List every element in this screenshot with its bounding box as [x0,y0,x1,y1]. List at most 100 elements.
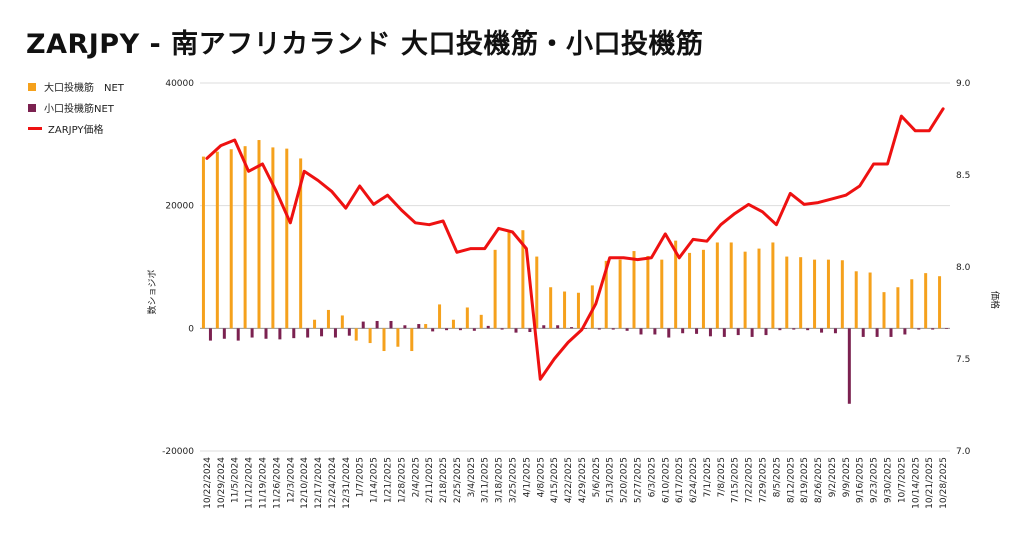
left-axis-label: 数ショジボ [146,269,158,314]
bar-small [278,328,282,340]
bar-small [264,328,268,339]
bar-small [375,320,379,329]
bar-small [736,328,740,336]
x-axis-ticks: 10/22/2024 10/29/2024 11/5/2024 11/12/2024 1… [203,457,949,509]
x-tick-label: 4/29/2025 [578,457,588,503]
legend-label-large: 大口投機筋 NET [44,83,124,94]
right-tick-label: 7.5 [956,355,970,365]
x-tick-label: 10/29/2024 [217,457,227,509]
bar-small [792,328,796,330]
bar-small [486,325,490,329]
bar-large [451,319,455,329]
left-tick-label: 0 [188,324,194,334]
x-tick-label: 8/12/2025 [786,457,796,503]
x-tick-label: 1/21/2025 [384,457,394,503]
x-tick-label: 11/26/2024 [272,457,282,509]
bar-small [764,328,768,336]
legend-swatch-large [28,82,36,91]
bar-large [521,230,525,329]
bar-large [299,158,303,329]
x-tick-label: 1/14/2025 [370,457,380,503]
x-tick-label: 4/22/2025 [564,457,574,503]
legend-item-small: 小口投機筋NET [28,97,124,118]
bar-small [431,328,435,332]
x-tick-label: 8/5/2025 [772,457,782,497]
bar-large [410,328,414,352]
bar-small [833,328,837,334]
left-axis-ticks: -20000 0 20000 40000 [162,79,194,457]
x-tick-label: 12/3/2024 [286,457,296,503]
x-tick-label: 11/5/2024 [231,457,241,503]
bar-large [826,259,830,329]
x-tick-label: 9/23/2025 [870,457,880,503]
bar-small [333,328,337,338]
bar-small [583,328,587,329]
bar-large [743,251,747,329]
x-tick-label: 5/20/2025 [620,457,630,503]
bar-small [361,321,365,329]
bar-large [701,249,705,329]
bar-large [465,307,469,329]
x-tick-label: 2/18/2025 [439,457,449,503]
bar-large [813,259,817,329]
right-tick-label: 8.5 [956,171,970,181]
x-tick-label: 10/7/2025 [897,457,907,503]
bar-large [493,249,497,329]
legend-swatch-small [28,103,36,112]
x-tick-label: 8/26/2025 [814,457,824,503]
bar-small [236,328,240,341]
x-tick-label: 2/11/2025 [425,457,435,503]
bar-large [354,328,358,341]
bar-small [806,328,810,331]
bar-large [396,328,400,347]
x-tick-label: 3/18/2025 [495,457,505,503]
bar-large [285,148,289,329]
bar-large [590,285,594,329]
bar-large [479,314,483,329]
bar-small [389,320,393,329]
bar-large [576,292,580,329]
bar-small [945,328,949,329]
bar-large [799,257,803,329]
x-tick-label: 12/17/2024 [314,457,324,509]
bar-large [771,242,775,329]
gridlines [200,82,950,452]
x-tick-label: 7/29/2025 [759,457,769,503]
x-tick-label: 4/8/2025 [536,457,546,497]
bar-large [715,242,719,329]
bar-small [847,328,851,404]
price-line [205,107,945,381]
legend-item-price: ZARJPY価格 [28,118,124,139]
bar-small [306,328,310,338]
bar-large [563,291,567,329]
right-axis-ticks: 7.0 7.5 8.0 8.5 9.0 [956,79,971,457]
x-tick-label: 4/15/2025 [550,457,560,503]
bar-small [445,328,449,331]
x-tick-label: 11/12/2024 [245,457,255,509]
legend-label-price: ZARJPY価格 [48,125,104,136]
x-tick-label: 6/10/2025 [661,457,671,503]
bar-large [688,252,692,329]
bar-small [458,328,462,331]
bar-large [674,240,678,329]
bar-large [660,259,664,329]
x-tick-label: 11/19/2024 [259,457,269,509]
bar-small [708,328,712,337]
x-tick-label: 12/24/2024 [328,457,338,509]
bar-large [604,260,608,329]
legend-label-small: 小口投機筋NET [44,104,114,115]
bar-large [507,230,511,329]
bar-large [368,328,372,344]
bar-large [438,304,442,329]
bar-large [215,151,219,329]
bar-large [271,147,275,329]
bar-small [320,328,324,337]
x-tick-label: 1/7/2025 [356,457,366,497]
bar-large [382,328,386,352]
bar-large [243,146,247,329]
bar-small [653,328,657,335]
bar-small [917,328,921,330]
x-tick-label: 6/17/2025 [675,457,685,503]
chart-title: ZARJPY - 南アフリカランド 大口投機筋・小口投機筋 [26,29,704,60]
x-tick-label: 12/10/2024 [300,457,310,509]
